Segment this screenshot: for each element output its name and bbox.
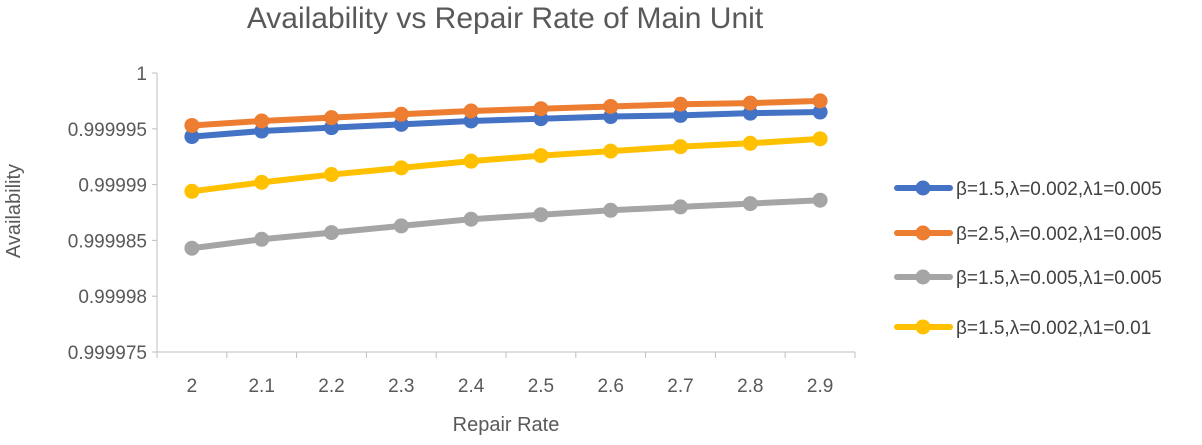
data-point (812, 104, 828, 120)
legend-swatch-marker (915, 319, 931, 335)
x-tick-label: 2.9 (807, 376, 833, 397)
y-tick-label: 1 (136, 64, 147, 85)
data-point (603, 98, 619, 114)
data-point (463, 103, 479, 119)
legend-label: β=2.5,λ=0.002,λ1=0.005 (956, 224, 1162, 245)
data-point (393, 106, 409, 122)
series-group (184, 93, 828, 133)
legend-swatch-marker (915, 180, 931, 196)
axes: 0.999975 0.99998 0.999985 0.99999 0.999995 1 2… (68, 64, 856, 397)
legend-item: β=1.5,λ=0.002,λ1=0.01 (894, 318, 1151, 339)
x-tick-label: 2.7 (667, 376, 693, 397)
chart-title: Availability vs Repair Rate of Main Unit (247, 2, 764, 35)
data-point (184, 183, 200, 199)
series-line (188, 109, 824, 140)
series-line (188, 197, 824, 252)
series-line (188, 135, 824, 195)
y-tick-label: 0.999985 (68, 231, 147, 252)
x-tick-label: 2 (187, 376, 198, 397)
data-point (184, 240, 200, 256)
data-point (603, 202, 619, 218)
data-point (533, 148, 549, 164)
data-point (742, 135, 758, 151)
legend-swatch-marker (915, 269, 931, 285)
data-point (254, 231, 270, 247)
data-point (254, 174, 270, 190)
legend-label: β=1.5,λ=0.002,λ1=0.01 (956, 318, 1151, 339)
data-point (673, 96, 688, 112)
data-point (324, 167, 339, 183)
data-point (533, 207, 549, 223)
x-tick-label: 2.3 (388, 376, 414, 397)
data-point (254, 113, 270, 129)
data-point (393, 218, 409, 234)
y-tick-label: 0.99999 (78, 176, 147, 197)
data-point (184, 117, 200, 133)
data-point (673, 139, 688, 155)
series-line (188, 97, 824, 129)
y-tick-label: 0.999975 (68, 343, 147, 364)
data-point (463, 153, 479, 169)
series-group (184, 131, 828, 199)
data-point (812, 192, 828, 208)
data-point (324, 110, 339, 126)
x-tick-label: 2.6 (597, 376, 623, 397)
data-point (393, 160, 409, 176)
data-point (324, 225, 339, 241)
data-point (673, 107, 688, 123)
series-lines (184, 93, 828, 256)
legend: β=1.5,λ=0.002,λ1=0.005 β=2.5,λ=0.002,λ1=0… (894, 179, 1162, 339)
legend-item: β=2.5,λ=0.002,λ1=0.005 (894, 224, 1162, 245)
x-tick-label: 2.5 (528, 376, 554, 397)
legend-swatch-marker (915, 225, 931, 241)
x-tick-label: 2.2 (318, 376, 344, 397)
legend-item: β=1.5,λ=0.002,λ1=0.005 (894, 179, 1162, 200)
legend-item: β=1.5,λ=0.005,λ1=0.005 (894, 268, 1162, 289)
y-tick-label: 0.99998 (78, 287, 147, 308)
legend-label: β=1.5,λ=0.005,λ1=0.005 (956, 268, 1162, 289)
data-point (673, 199, 688, 215)
data-point (533, 101, 549, 117)
y-axis-title: Availability (3, 164, 25, 258)
data-point (812, 93, 828, 109)
x-tick-label: 2.8 (737, 376, 763, 397)
data-point (742, 95, 758, 111)
x-axis-title: Repair Rate (453, 414, 560, 436)
data-point (742, 196, 758, 212)
data-point (463, 211, 479, 227)
y-tick-label: 0.999995 (68, 120, 147, 141)
data-point (184, 129, 200, 145)
data-point (603, 143, 619, 159)
x-tick-label: 2.4 (458, 376, 485, 397)
data-point (812, 131, 828, 147)
legend-label: β=1.5,λ=0.002,λ1=0.005 (956, 179, 1162, 200)
x-tick-label: 2.1 (248, 376, 274, 397)
series-group (184, 192, 828, 256)
